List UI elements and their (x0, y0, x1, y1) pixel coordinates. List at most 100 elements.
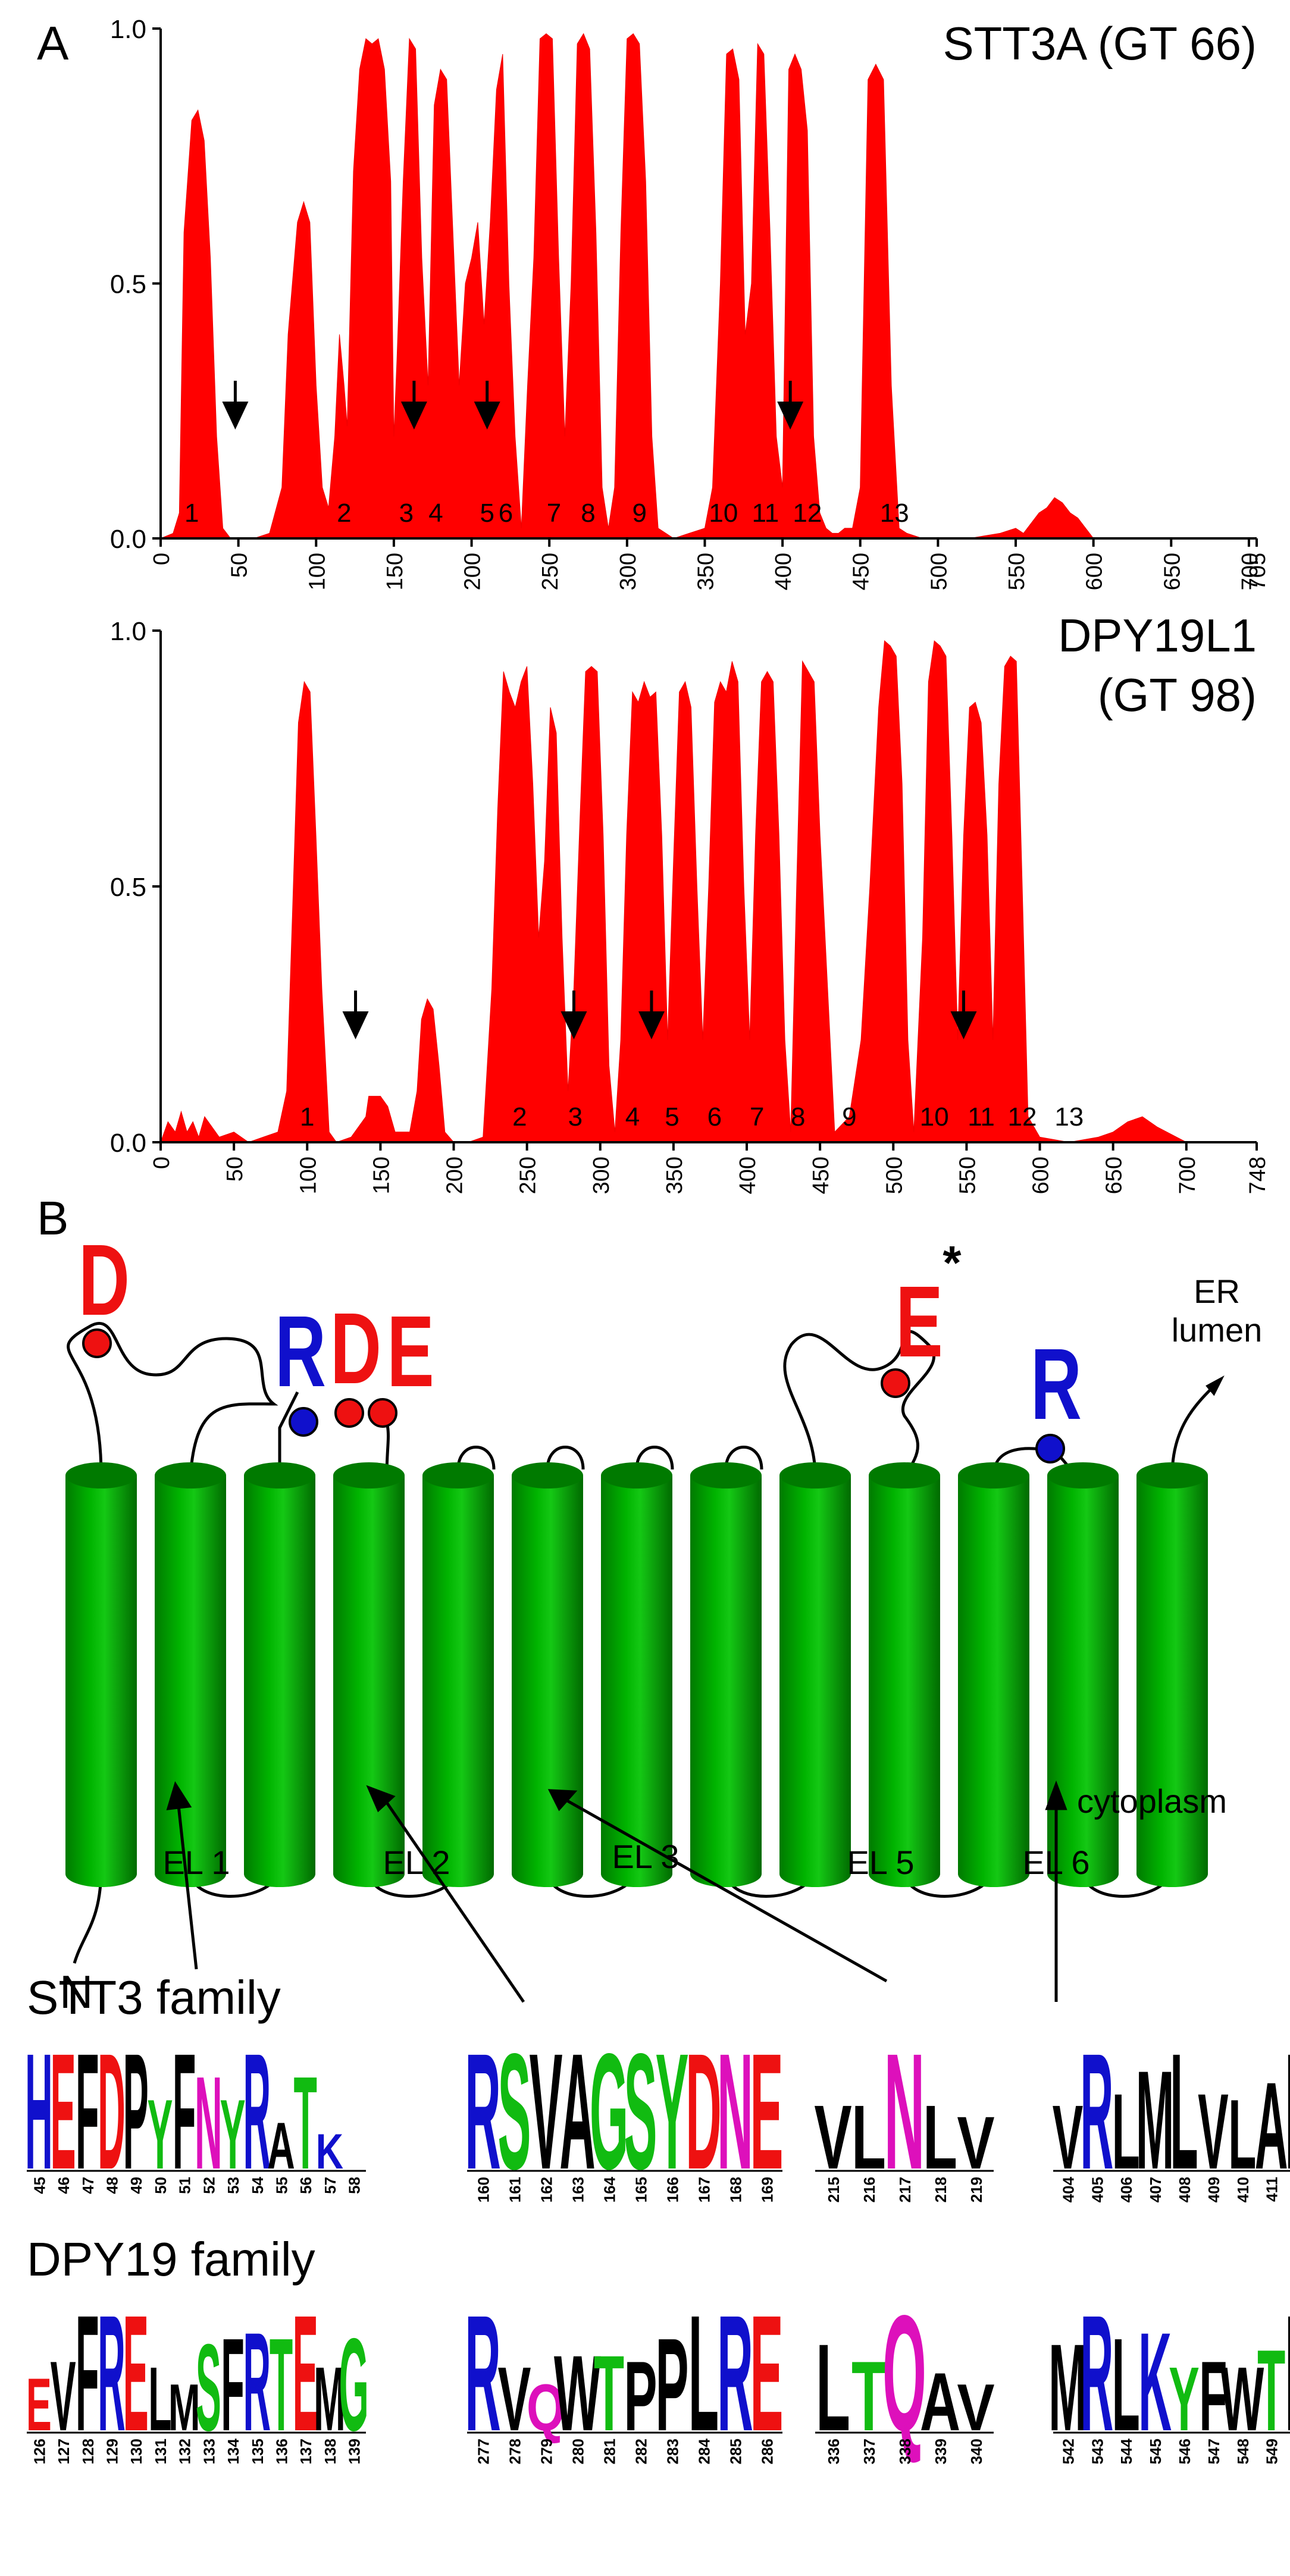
logo-position-number: 279 (538, 2439, 556, 2464)
logo-position-number: 136 (273, 2439, 291, 2464)
logo-position-number: 129 (104, 2439, 121, 2464)
logo-letter: P (123, 2019, 149, 2204)
logo-letter: L (1112, 2072, 1140, 2192)
logo-letter: H (25, 2019, 53, 2204)
helix-number-label: 7 (547, 499, 561, 528)
helix-cylinder (958, 1462, 1029, 1887)
helix-number-label: 10 (709, 499, 738, 528)
logo-letter: R (717, 2282, 753, 2466)
helix-cylinder (422, 1462, 494, 1887)
logo-letter: L (1112, 2311, 1140, 2459)
helix-number-label: 5 (480, 499, 494, 528)
logo-letter: V (1053, 2086, 1084, 2188)
logo-position-number: 160 (475, 2177, 493, 2202)
helix-cylinder (869, 1462, 940, 1887)
logo-position-number: 338 (896, 2439, 914, 2464)
logo-letter: W (1220, 2348, 1264, 2450)
logo-letter: N (717, 2020, 753, 2204)
x-tick-label: 0 (149, 1157, 174, 1169)
logo-position-number: 166 (664, 2177, 682, 2202)
glycosylation-arrow (561, 991, 587, 1039)
x-tick-label: 550 (1004, 553, 1029, 590)
logo-position-number: 131 (152, 2439, 170, 2464)
dpy19l1-title-line1: DPY19L1 (1058, 609, 1257, 662)
logo-letter: Q (882, 2280, 926, 2465)
logo-position-number: 138 (321, 2439, 339, 2464)
logo-position-number: 410 (1234, 2177, 1252, 2202)
logo-letter: M (1136, 2042, 1174, 2199)
x-tick-label: 350 (662, 1157, 687, 1194)
logo-position-number: 127 (55, 2439, 73, 2464)
logo-letter: V (957, 2101, 994, 2185)
helix-cylinder (65, 1462, 137, 1887)
helix-number-label: 11 (752, 499, 779, 528)
logo-position-number: 405 (1088, 2177, 1106, 2202)
helix-number-label: 4 (625, 1102, 640, 1132)
logo-position-number: 51 (176, 2177, 194, 2194)
x-tick-label: 700 (1238, 553, 1263, 590)
helix-number-label: 6 (707, 1102, 722, 1132)
logo-letter: V (51, 2341, 76, 2452)
basic-residue-marker (1035, 1434, 1065, 1464)
glycosylation-arrow (638, 991, 665, 1039)
y-tick-label: 0.0 (110, 1129, 146, 1158)
logo-letter: L (816, 2319, 850, 2457)
residue-markers (82, 1328, 1065, 1464)
logo-letter: N (884, 2019, 925, 2204)
logo-letter: E (750, 2020, 784, 2204)
x-tick-label: 600 (1082, 553, 1107, 590)
glycosylation-arrow (400, 381, 427, 430)
helix-number-label: 2 (337, 499, 351, 528)
logo-position-number: 45 (30, 2177, 48, 2194)
x-tick-label: 705 (1245, 553, 1270, 590)
logo-position-number: 277 (475, 2439, 493, 2464)
loop-label-el2: EL 2 (383, 1844, 450, 1881)
logo-letter: P (656, 2311, 689, 2459)
hydropathy-area (160, 640, 1257, 1143)
logo-letter: Y (147, 2079, 173, 2190)
logo-position-number: 128 (79, 2439, 97, 2464)
helix-number-label: 11 (968, 1102, 995, 1132)
logo-position-number: 411 (1263, 2177, 1281, 2202)
logo-letter: E (123, 2280, 149, 2465)
logo-position-number: 57 (321, 2177, 339, 2194)
helix-cylinder (779, 1462, 851, 1887)
helix-number-label: 6 (499, 499, 513, 528)
panel-b-label: B (37, 1192, 68, 1245)
x-tick-label: 650 (1102, 1157, 1127, 1194)
logo-letter: T (294, 2049, 317, 2197)
logo-letter: V (1198, 2072, 1229, 2192)
x-tick-label: 450 (809, 1157, 834, 1194)
logo-letter: A (1255, 2057, 1288, 2195)
helix-cylinder (155, 1462, 226, 1887)
logo-letter: T (1257, 2326, 1285, 2455)
logo-position-number: 546 (1176, 2439, 1194, 2464)
x-tick-label: 400 (771, 553, 796, 590)
helix-number-label: 1 (300, 1102, 314, 1132)
helix-number-label: 3 (399, 499, 414, 528)
logo-letter: Y (656, 2020, 689, 2204)
hydropathy-area (160, 33, 1257, 539)
acidic-residue-marker (82, 1328, 112, 1358)
logo-letter: E (293, 2280, 318, 2465)
x-tick-label: 100 (296, 1157, 321, 1194)
x-tick-label: 50 (227, 553, 252, 578)
logo-letter: R (98, 2280, 126, 2465)
helix-number-label: 2 (512, 1102, 527, 1132)
logo-letter: A (559, 2020, 596, 2204)
residue-r2: R (1031, 1328, 1082, 1441)
logo-letter: V (530, 2020, 563, 2204)
dpy19l1-title-line2: (GT 98) (1098, 669, 1257, 721)
logo-letter: L (148, 2348, 171, 2450)
logo-position-number: 47 (79, 2177, 97, 2194)
logo-position-number: 542 (1059, 2439, 1077, 2464)
logo-letter: L (923, 2086, 957, 2188)
x-tick-label: 150 (383, 553, 408, 590)
logo-position-number: 219 (968, 2177, 985, 2202)
logo-letter: P (1285, 2281, 1290, 2466)
x-tick-label: 200 (461, 553, 486, 590)
